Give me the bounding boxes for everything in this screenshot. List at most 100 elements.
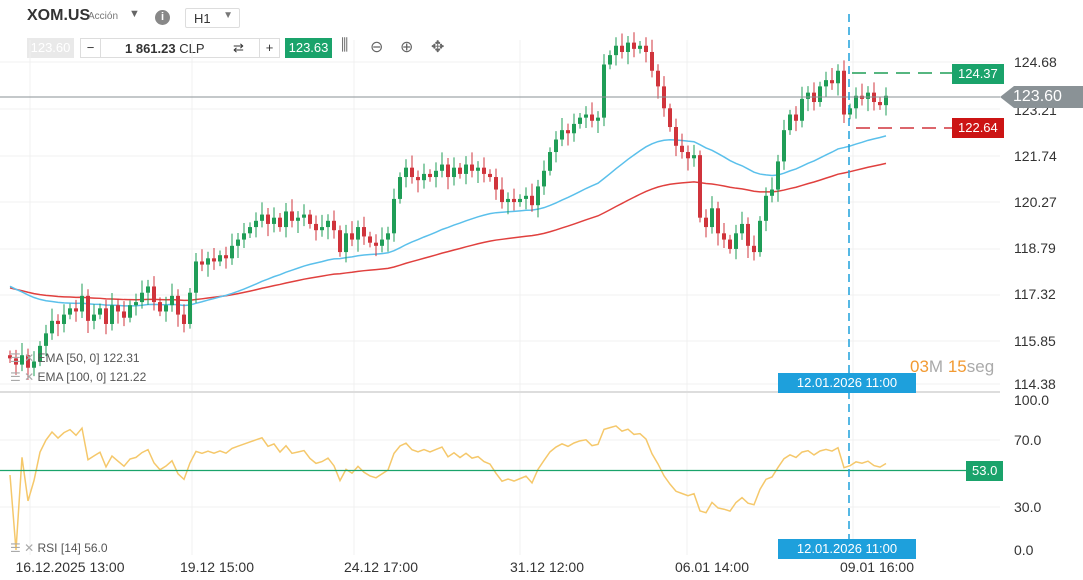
candle-down — [116, 305, 120, 312]
swap-icon[interactable]: ⇄ — [233, 40, 244, 55]
candle-down — [470, 164, 474, 171]
candle-down — [410, 167, 414, 178]
timeframe-select[interactable]: H1 ▼ — [185, 8, 240, 28]
decrease-button[interactable]: − — [81, 39, 101, 57]
candle-down — [482, 167, 486, 174]
zoom-out-icon[interactable]: ⊖ — [370, 39, 384, 56]
move-icon[interactable]: ✥ — [431, 39, 445, 56]
candle-down — [86, 295, 90, 321]
candle-up — [578, 117, 582, 124]
remove-icon[interactable]: ✕ — [24, 541, 35, 555]
candle-down — [620, 45, 624, 52]
candle-up — [218, 255, 222, 262]
settings-icon[interactable]: ☰ — [10, 370, 21, 384]
candle-down — [428, 173, 432, 178]
candle-up — [584, 114, 588, 118]
candle-up — [170, 295, 174, 306]
candle-down — [332, 220, 336, 231]
rsi-label: 100.0 — [1014, 392, 1050, 408]
candle-down — [644, 45, 648, 52]
candle-down — [158, 302, 162, 312]
candle-down — [350, 233, 354, 240]
candle-down — [338, 230, 342, 253]
candle-up — [296, 217, 300, 221]
candle-up — [572, 123, 576, 134]
candle-up — [560, 130, 564, 140]
increase-button[interactable]: + — [259, 39, 279, 57]
candle-down — [830, 80, 834, 84]
zoom-in-icon[interactable]: ⊕ — [400, 39, 414, 56]
sell-button[interactable]: 123.60 — [27, 38, 74, 58]
remove-icon[interactable]: ✕ — [24, 351, 35, 365]
candle-up — [770, 189, 774, 196]
rsi-label: 0.0 — [1014, 542, 1034, 558]
price-label: 115.85 — [1014, 333, 1056, 349]
high-price-tag: 124.37 — [952, 64, 1004, 84]
candle-up — [740, 223, 744, 234]
symbol-title: XOM.US — [27, 7, 91, 24]
buy-button[interactable]: 123.63 — [285, 38, 332, 58]
candle-up — [272, 217, 276, 224]
candle-up — [248, 227, 252, 234]
current-price-tag — [1000, 86, 1083, 108]
candle-up — [404, 167, 408, 178]
candle-up — [380, 239, 384, 246]
rsi-legend[interactable]: ☰ ✕ RSI [14] 56.0 — [10, 541, 108, 555]
candle-down — [632, 42, 636, 49]
candle-up — [548, 152, 552, 171]
candle-up — [344, 233, 348, 253]
candle-down — [752, 245, 756, 253]
candle-up — [434, 170, 438, 178]
candle-down — [680, 145, 684, 153]
candle-up — [452, 167, 456, 178]
crosshair-time-label: 12.01.2026 11:00 — [778, 373, 916, 393]
candle-up — [356, 227, 360, 240]
info-icon[interactable]: i — [155, 10, 170, 25]
candle-up — [392, 198, 396, 234]
candle-up — [626, 42, 630, 52]
candle-up — [866, 92, 870, 99]
candle-up — [242, 233, 246, 240]
candle-up — [710, 208, 714, 228]
candle-down — [104, 308, 108, 324]
symbol-dropdown-icon[interactable]: ▼ — [129, 8, 140, 20]
candle-up — [422, 173, 426, 181]
candle-up — [638, 45, 642, 49]
time-label: 09.01 16:00 — [840, 559, 914, 575]
candle-up — [44, 333, 48, 346]
ema50-legend[interactable]: ☰ ✕ EMA [50, 0] 122.31 — [10, 351, 140, 365]
candle-down — [416, 177, 420, 181]
settings-icon[interactable]: ☰ — [10, 541, 21, 555]
candle-down — [56, 320, 60, 324]
candle-down — [266, 214, 270, 224]
candle-down — [500, 189, 504, 203]
candle-up — [614, 45, 618, 56]
settings-icon[interactable]: ☰ — [10, 351, 21, 365]
candle-down — [26, 355, 30, 368]
candle-down — [650, 51, 654, 71]
remove-icon[interactable]: ✕ — [24, 370, 35, 384]
ema100-legend[interactable]: ☰ ✕ EMA [100, 0] 121.22 — [10, 370, 147, 384]
candle-down — [530, 195, 534, 206]
candle-down — [446, 164, 450, 178]
candle-up — [164, 305, 168, 312]
candles-icon[interactable]: ⫼ — [341, 37, 349, 54]
ema50-line — [9, 135, 887, 307]
candle-up — [194, 261, 198, 293]
candle-down — [200, 261, 204, 265]
candle-up — [758, 220, 762, 253]
candle-up — [230, 245, 234, 259]
candle-up — [806, 92, 810, 99]
time-label: 16.12.2025 13:00 — [15, 559, 125, 575]
timeframe-value: H1 — [194, 11, 211, 26]
price-label: 114.38 — [1014, 376, 1056, 392]
candle-up — [476, 167, 480, 171]
candle-up — [284, 211, 288, 228]
candle-down — [722, 233, 726, 240]
candle-down — [668, 108, 672, 128]
candle-up — [254, 220, 258, 228]
rsi-label: 30.0 — [1014, 499, 1042, 515]
candle-down — [14, 358, 18, 365]
price-label: 117.32 — [1014, 286, 1056, 302]
